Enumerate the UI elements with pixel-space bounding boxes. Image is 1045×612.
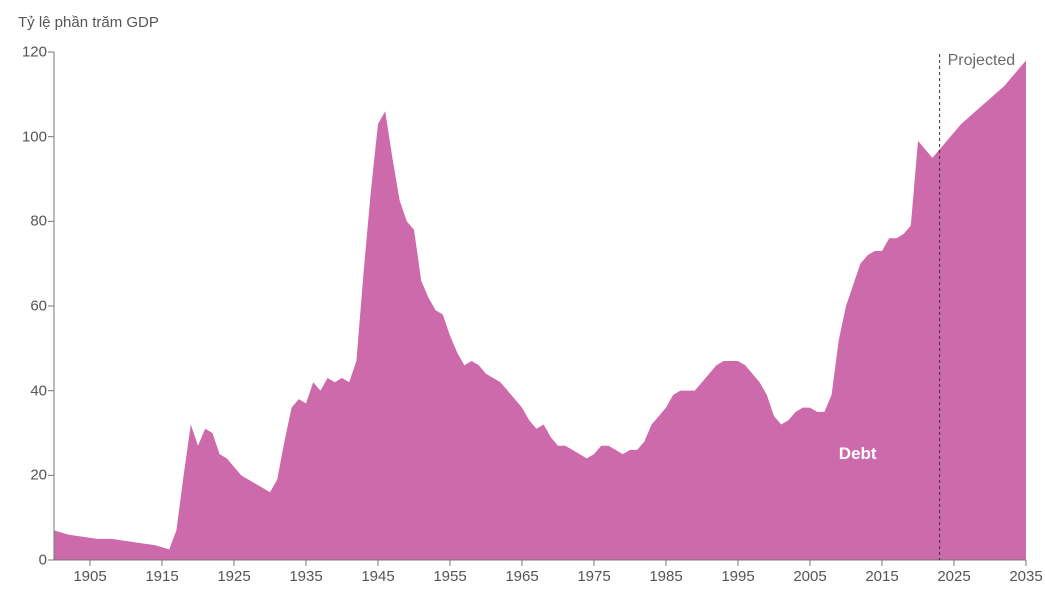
x-tick-label: 1945 [361, 568, 394, 585]
x-tick-label: 2015 [865, 568, 898, 585]
x-tick-label: 1965 [505, 568, 538, 585]
x-tick-label: 2005 [793, 568, 826, 585]
y-tick-label: 100 [7, 128, 47, 145]
y-tick-label: 60 [7, 298, 47, 315]
x-tick-label: 1935 [289, 568, 322, 585]
y-tick-label: 80 [7, 213, 47, 230]
x-tick-label: 1985 [649, 568, 682, 585]
y-tick-label: 40 [7, 382, 47, 399]
y-axis-title: Tỷ lệ phần trăm GDP [18, 14, 159, 31]
series-label-debt: Debt [839, 444, 877, 464]
projected-label: Projected [948, 52, 1016, 70]
y-tick-label: 20 [7, 467, 47, 484]
x-tick-label: 1925 [217, 568, 250, 585]
x-tick-label: 1995 [721, 568, 754, 585]
x-tick-label: 1915 [145, 568, 178, 585]
x-tick-label: 1975 [577, 568, 610, 585]
x-tick-label: 1905 [73, 568, 106, 585]
y-tick-label: 120 [7, 44, 47, 61]
chart-container: Tỷ lệ phần trăm GDP 0 20 40 60 80 100 120 1905… [0, 0, 1045, 612]
x-tick-label: 2025 [937, 568, 970, 585]
area-chart [54, 52, 1026, 560]
x-tick-label: 2035 [1009, 568, 1042, 585]
y-tick-label: 0 [7, 552, 47, 569]
debt-area [54, 60, 1026, 560]
x-tick-label: 1955 [433, 568, 466, 585]
